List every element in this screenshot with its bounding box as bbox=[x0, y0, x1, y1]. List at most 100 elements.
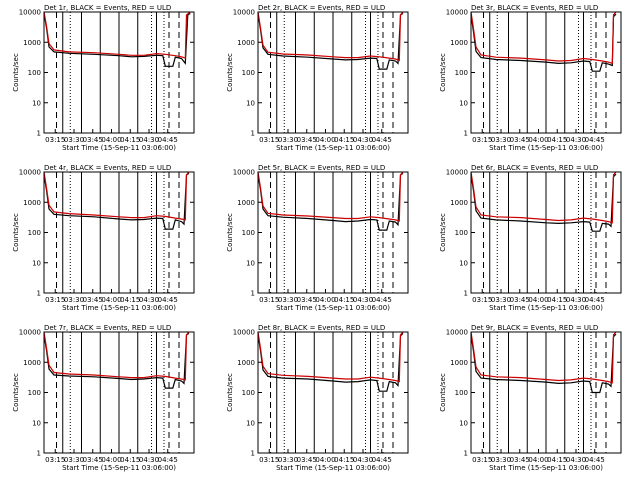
x-tick-label: 03:30 bbox=[278, 296, 298, 304]
chart-panel-2: 1 10 100 1000 10000 03:1503:3003:4504:0004:15… bbox=[226, 4, 409, 152]
y-tick-label: 1000 bbox=[23, 199, 41, 207]
y-tick-label: 1000 bbox=[23, 359, 41, 367]
x-tick-label: 04:15 bbox=[334, 456, 354, 464]
y-axis-label: Counts/sec bbox=[439, 213, 447, 252]
y-axis-label: Counts/sec bbox=[439, 53, 447, 92]
x-tick-label: 04:00 bbox=[528, 136, 548, 144]
series-line-events bbox=[43, 332, 190, 389]
y-tick-label: 1 bbox=[37, 450, 41, 458]
y-tick-label: 10 bbox=[459, 419, 468, 427]
series-line-events bbox=[470, 173, 617, 232]
x-tick-label: 03:45 bbox=[83, 456, 103, 464]
y-tick-label: 1000 bbox=[450, 199, 468, 207]
x-axis-label: Start Time (15-Sep-11 03:06:00) bbox=[489, 304, 603, 312]
y-tick-label: 10 bbox=[246, 259, 255, 267]
y-tick-label: 10000 bbox=[233, 9, 255, 17]
y-axis-label: Counts/sec bbox=[226, 53, 234, 92]
y-tick-label: 1000 bbox=[23, 39, 41, 47]
x-tick-label: 04:30 bbox=[566, 136, 586, 144]
x-tick-label: 04:15 bbox=[120, 456, 140, 464]
series-line-events bbox=[43, 12, 191, 67]
x-tick-label: 04:15 bbox=[547, 136, 567, 144]
y-tick-label: 10000 bbox=[233, 329, 255, 337]
x-tick-label: 04:00 bbox=[528, 296, 548, 304]
x-tick-label: 04:00 bbox=[101, 456, 121, 464]
x-tick-label: 04:45 bbox=[372, 136, 392, 144]
y-tick-label: 10 bbox=[459, 259, 468, 267]
chart-title: Det 4r, BLACK = Events, RED = ULD bbox=[44, 164, 171, 172]
y-tick-label: 10000 bbox=[19, 329, 41, 337]
y-tick-label: 10000 bbox=[19, 9, 41, 17]
chart-title: Det 2r, BLACK = Events, RED = ULD bbox=[258, 4, 385, 12]
x-tick-label: 03:15 bbox=[45, 456, 65, 464]
x-tick-label: 04:30 bbox=[353, 456, 373, 464]
x-tick-label: 04:15 bbox=[547, 456, 567, 464]
x-axis-label: Start Time (15-Sep-11 03:06:00) bbox=[489, 144, 603, 152]
y-tick-label: 10000 bbox=[446, 169, 468, 177]
y-tick-label: 1000 bbox=[450, 39, 468, 47]
y-tick-label: 1000 bbox=[450, 359, 468, 367]
x-tick-label: 03:45 bbox=[510, 136, 530, 144]
y-tick-label: 1 bbox=[251, 130, 255, 138]
x-tick-label: 03:45 bbox=[83, 296, 103, 304]
x-tick-label: 04:45 bbox=[585, 296, 605, 304]
x-tick-label: 04:00 bbox=[101, 136, 121, 144]
y-axis-label: Counts/sec bbox=[226, 213, 234, 252]
x-tick-label: 03:15 bbox=[472, 456, 492, 464]
y-tick-label: 100 bbox=[455, 389, 468, 397]
x-tick-label: 04:15 bbox=[547, 296, 567, 304]
x-tick-label: 04:00 bbox=[315, 136, 335, 144]
series-line-events bbox=[257, 332, 404, 392]
y-tick-label: 10 bbox=[32, 419, 41, 427]
y-tick-label: 100 bbox=[242, 389, 255, 397]
x-tick-label: 04:00 bbox=[315, 296, 335, 304]
y-tick-label: 1000 bbox=[237, 199, 255, 207]
y-tick-label: 10 bbox=[32, 99, 41, 107]
y-axis-label: Counts/sec bbox=[226, 373, 234, 412]
x-axis-label: Start Time (15-Sep-11 03:06:00) bbox=[276, 144, 390, 152]
y-tick-label: 1000 bbox=[237, 359, 255, 367]
y-tick-label: 100 bbox=[28, 229, 41, 237]
y-tick-label: 100 bbox=[242, 69, 255, 77]
x-tick-label: 03:30 bbox=[491, 136, 511, 144]
y-tick-label: 100 bbox=[455, 229, 468, 237]
x-tick-label: 04:45 bbox=[372, 296, 392, 304]
y-tick-label: 1 bbox=[464, 450, 468, 458]
x-tick-label: 03:45 bbox=[510, 296, 530, 304]
chart-title: Det 7r, BLACK = Events, RED = ULD bbox=[44, 324, 171, 332]
chart-title: Det 1r, BLACK = Events, RED = ULD bbox=[44, 4, 171, 12]
x-tick-label: 03:30 bbox=[64, 296, 84, 304]
y-tick-label: 10 bbox=[459, 99, 468, 107]
x-tick-label: 03:30 bbox=[64, 456, 84, 464]
series-line-uld bbox=[257, 171, 404, 222]
y-axis-label: Counts/sec bbox=[12, 373, 20, 412]
series-line-uld bbox=[43, 171, 190, 221]
y-tick-label: 10000 bbox=[19, 169, 41, 177]
series-line-uld bbox=[43, 11, 191, 59]
x-tick-label: 04:15 bbox=[334, 296, 354, 304]
x-tick-label: 04:30 bbox=[353, 136, 373, 144]
y-tick-label: 100 bbox=[455, 69, 468, 77]
chart-panel-5: 1 10 100 1000 10000 03:1503:3003:4504:0004:15… bbox=[226, 164, 409, 312]
x-tick-label: 03:30 bbox=[64, 136, 84, 144]
x-tick-label: 03:45 bbox=[83, 136, 103, 144]
x-tick-label: 04:45 bbox=[158, 456, 178, 464]
x-tick-label: 04:00 bbox=[315, 456, 335, 464]
y-tick-label: 10 bbox=[32, 259, 41, 267]
y-tick-label: 1 bbox=[464, 290, 468, 298]
x-tick-label: 04:45 bbox=[372, 456, 392, 464]
x-tick-label: 03:30 bbox=[278, 456, 298, 464]
x-tick-label: 04:30 bbox=[353, 296, 373, 304]
x-tick-label: 04:15 bbox=[334, 136, 354, 144]
x-tick-label: 04:15 bbox=[120, 136, 140, 144]
x-axis-label: Start Time (15-Sep-11 03:06:00) bbox=[62, 144, 176, 152]
x-tick-label: 03:15 bbox=[259, 136, 279, 144]
y-tick-label: 1000 bbox=[237, 39, 255, 47]
x-tick-label: 03:15 bbox=[45, 296, 65, 304]
y-tick-label: 10000 bbox=[446, 9, 468, 17]
series-line-events bbox=[470, 333, 617, 394]
x-tick-label: 03:15 bbox=[45, 136, 65, 144]
x-tick-label: 04:15 bbox=[120, 296, 140, 304]
chart-title: Det 8r, BLACK = Events, RED = ULD bbox=[258, 324, 385, 332]
